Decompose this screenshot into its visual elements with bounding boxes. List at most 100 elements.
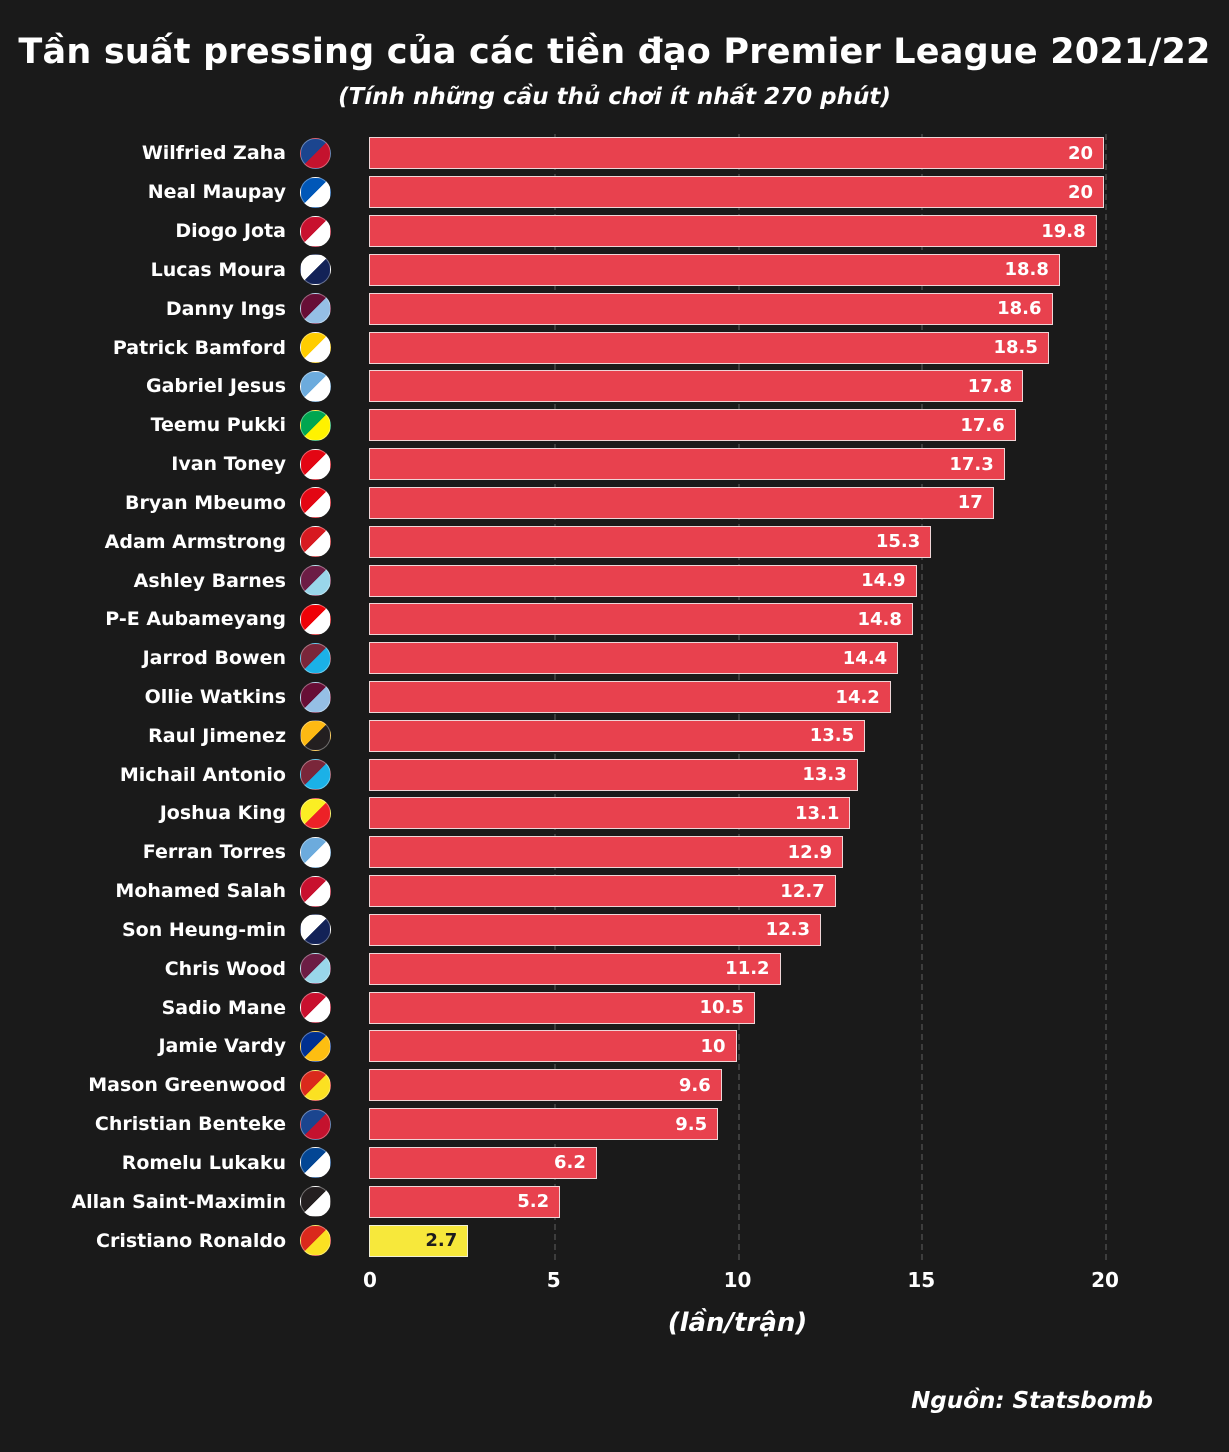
club-badge-icon bbox=[300, 1147, 331, 1179]
club-badge-icon bbox=[300, 1225, 331, 1257]
pressing-bar: 12.9 bbox=[369, 836, 844, 869]
bar-row: Raul Jimenez 13.5 bbox=[0, 716, 1229, 755]
bar-value-label: 13.5 bbox=[809, 725, 855, 747]
bar-track: 13.3 bbox=[369, 758, 1181, 791]
bar-value-label: 20 bbox=[1067, 181, 1093, 203]
bar-chart: Wilfried Zaha 20 Neal Maupay 20 Diogo Jota 19… bbox=[0, 134, 1229, 1260]
club-badge-icon bbox=[300, 1069, 331, 1101]
bar-track: 11.2 bbox=[369, 952, 1181, 985]
pressing-bar: 10.5 bbox=[369, 991, 755, 1024]
bar-track: 2.7 bbox=[369, 1224, 1181, 1257]
x-axis-tick: 5 bbox=[546, 1268, 561, 1292]
player-name: Mason Greenwood bbox=[88, 1074, 286, 1097]
bar-value-label: 5.2 bbox=[517, 1191, 550, 1213]
bar-value-label: 18.8 bbox=[1004, 259, 1049, 281]
bar-track: 15.3 bbox=[369, 525, 1181, 558]
pressing-bar: 10 bbox=[369, 1030, 737, 1063]
player-name: Ollie Watkins bbox=[144, 686, 286, 708]
bar-row: Romelu Lukaku 6.2 bbox=[0, 1144, 1229, 1183]
player-name: Bryan Mbeumo bbox=[125, 491, 286, 514]
player-name: Teemu Pukki bbox=[150, 414, 286, 437]
bar-track: 18.5 bbox=[369, 331, 1181, 364]
pressing-bar: 13.1 bbox=[369, 797, 851, 830]
bar-row: Ollie Watkins 14.2 bbox=[0, 678, 1229, 717]
pressing-bar: 20 bbox=[369, 137, 1104, 170]
bar-track: 14.2 bbox=[369, 681, 1181, 713]
bar-track: 6.2 bbox=[369, 1146, 1181, 1179]
player-name: Chris Wood bbox=[164, 957, 286, 980]
bar-value-label: 18.6 bbox=[997, 298, 1042, 320]
bar-track: 14.9 bbox=[369, 564, 1181, 597]
bar-value-label: 12.3 bbox=[765, 919, 811, 941]
x-axis-tick: 20 bbox=[1091, 1268, 1119, 1292]
player-name: Lucas Moura bbox=[150, 258, 286, 281]
player-name: Raul Jimenez bbox=[148, 724, 286, 747]
bar-track: 12.7 bbox=[369, 875, 1181, 908]
bar-row: Ferran Torres 12.9 bbox=[0, 833, 1229, 872]
bar-row: Bryan Mbeumo 17 bbox=[0, 483, 1229, 522]
source-credit: Nguồn: Statsbomb bbox=[911, 1388, 1153, 1414]
club-badge-icon bbox=[300, 448, 331, 480]
bar-row: Allan Saint-Maximin 5.2 bbox=[0, 1182, 1229, 1221]
pressing-bar: 18.5 bbox=[369, 331, 1049, 364]
pressing-bar: 18.8 bbox=[369, 253, 1060, 286]
player-name: Ashley Barnes bbox=[133, 569, 286, 592]
bar-value-label: 12.7 bbox=[780, 880, 825, 902]
player-name: Jamie Vardy bbox=[158, 1035, 286, 1058]
player-name: P-E Aubameyang bbox=[105, 608, 286, 631]
bar-track: 20 bbox=[369, 176, 1181, 209]
player-name: Son Heung-min bbox=[121, 918, 286, 941]
bar-value-label: 13.3 bbox=[802, 764, 847, 786]
bar-track: 17.3 bbox=[369, 448, 1181, 481]
club-badge-icon bbox=[300, 565, 331, 597]
bar-value-label: 17.8 bbox=[967, 375, 1013, 397]
club-badge-icon bbox=[300, 992, 331, 1024]
bar-value-label: 6.2 bbox=[553, 1152, 586, 1174]
bar-track: 14.4 bbox=[369, 642, 1181, 675]
pressing-bar: 5.2 bbox=[369, 1185, 561, 1218]
bar-track: 14.8 bbox=[369, 603, 1181, 636]
bar-track: 5.2 bbox=[369, 1185, 1181, 1218]
player-name: Ivan Toney bbox=[171, 453, 286, 476]
club-badge-icon bbox=[300, 293, 331, 325]
bar-value-label: 15.3 bbox=[875, 531, 921, 553]
pressing-bar: 9.5 bbox=[369, 1108, 719, 1141]
player-name: Jarrod Bowen bbox=[142, 647, 286, 670]
club-badge-icon bbox=[300, 642, 331, 674]
bar-value-label: 17 bbox=[957, 492, 983, 514]
bar-track: 10 bbox=[369, 1030, 1181, 1063]
pressing-bar: 20 bbox=[369, 176, 1104, 209]
bar-track: 13.5 bbox=[369, 719, 1181, 752]
club-badge-icon bbox=[300, 836, 331, 868]
club-badge-icon bbox=[300, 914, 331, 946]
page-title: Tần suất pressing của các tiền đạo Premi… bbox=[18, 32, 1211, 72]
bar-value-label: 14.9 bbox=[861, 570, 906, 592]
pressing-bar: 14.2 bbox=[369, 681, 891, 713]
bar-row: Jamie Vardy 10 bbox=[0, 1027, 1229, 1066]
bar-row: Patrick Bamford 18.5 bbox=[0, 328, 1229, 367]
bar-track: 18.8 bbox=[369, 253, 1181, 286]
bar-row: Mohamed Salah 12.7 bbox=[0, 872, 1229, 911]
player-name: Allan Saint-Maximin bbox=[71, 1190, 286, 1213]
player-name: Michail Antonio bbox=[119, 763, 286, 786]
player-name: Wilfried Zaha bbox=[141, 142, 286, 165]
pressing-bar: 9.6 bbox=[369, 1069, 722, 1102]
club-badge-icon bbox=[300, 332, 331, 364]
bar-value-label: 2.7 bbox=[425, 1230, 458, 1252]
pressing-bar: 15.3 bbox=[369, 525, 932, 558]
pressing-bar: 14.8 bbox=[369, 603, 913, 636]
bar-row: Son Heung-min 12.3 bbox=[0, 911, 1229, 950]
bar-value-label: 9.6 bbox=[678, 1074, 711, 1096]
bar-track: 18.6 bbox=[369, 292, 1181, 325]
player-name: Mohamed Salah bbox=[115, 880, 286, 903]
player-name: Ferran Torres bbox=[142, 841, 286, 864]
pressing-bar: 13.3 bbox=[369, 758, 858, 791]
pressing-bar: 12.3 bbox=[369, 913, 822, 946]
bar-value-label: 14.8 bbox=[857, 608, 902, 630]
bar-row: Neal Maupay 20 bbox=[0, 173, 1229, 212]
bar-value-label: 17.3 bbox=[949, 453, 994, 475]
x-axis-tick: 0 bbox=[363, 1268, 377, 1292]
bar-value-label: 14.4 bbox=[842, 647, 888, 669]
bar-row: Joshua King 13.1 bbox=[0, 794, 1229, 833]
